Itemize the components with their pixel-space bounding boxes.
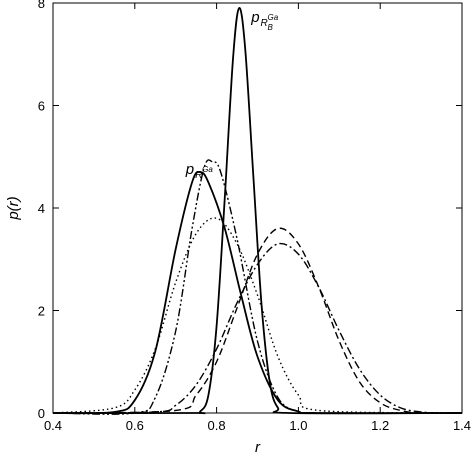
- annotation-1-sup: Ga: [202, 165, 213, 174]
- x-tick-label-3: 1.0: [289, 418, 307, 433]
- y-axis-label: p(r): [5, 196, 22, 220]
- x-tick-label-1: 0.6: [126, 418, 144, 433]
- series-line-1-solid: [52, 171, 463, 415]
- x-tick-label-5: 1.4: [453, 418, 471, 433]
- annotation-2-sub: R: [261, 18, 268, 29]
- series-line-3-dash-dot-dot: [52, 159, 463, 415]
- y-tick-label-2: 4: [38, 201, 45, 216]
- series-line-6-dash-dot: [52, 242, 463, 414]
- x-axis-label: r: [255, 439, 261, 456]
- y-tick-label-0: 0: [38, 406, 45, 421]
- annotation-1: p RGa: [185, 161, 214, 181]
- y-tick-label-4: 8: [38, 0, 45, 11]
- ticks-layer: 0.4 0.6 0.8 1.0 1.2 1.4 0 2 4 6 8: [38, 0, 471, 433]
- y-tick-label-1: 2: [38, 304, 45, 319]
- annotation-2-subsub: B: [268, 23, 274, 32]
- x-tick-label-0: 0.4: [44, 418, 62, 433]
- series-line-4-dotted: [52, 217, 463, 414]
- x-tick-label-4: 1.2: [371, 418, 389, 433]
- y-tick-label-3: 6: [38, 99, 45, 114]
- x-tick-label-2: 0.8: [208, 418, 226, 433]
- annotation-2-sup: Ga: [268, 13, 279, 22]
- series-layer: [52, 7, 463, 415]
- annotation-2-main: p: [250, 9, 259, 26]
- annotation-1-sub: R: [195, 170, 202, 181]
- series-line-2-solid: [52, 7, 463, 415]
- plot-frame: [52, 2, 463, 414]
- annotation-1-main: p: [185, 161, 194, 178]
